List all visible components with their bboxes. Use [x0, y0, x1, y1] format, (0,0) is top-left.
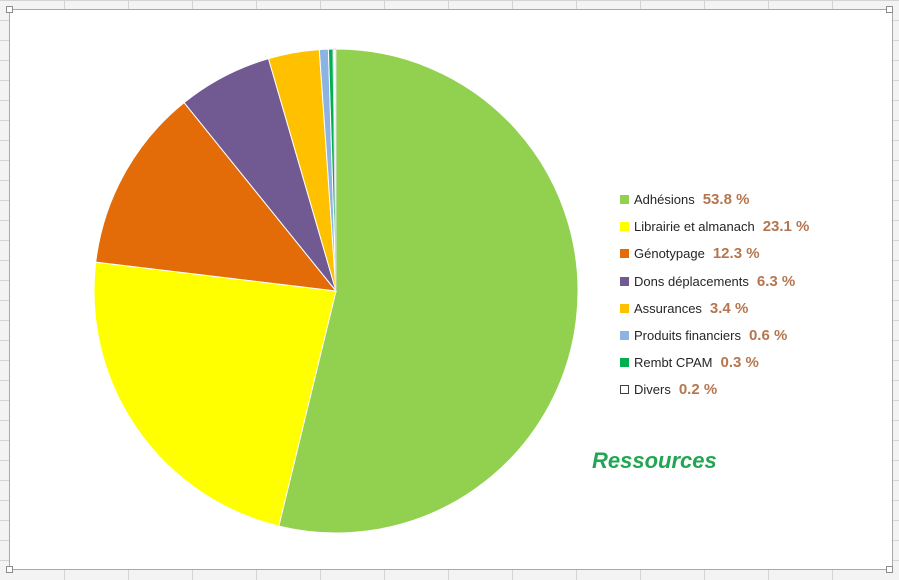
- legend-entry-adhesions[interactable]: Adhésions 53.8 %: [620, 186, 890, 213]
- legend-label: Librairie et almanach: [634, 219, 755, 235]
- legend-swatch: [620, 358, 629, 368]
- legend-value: 53.8 %: [702, 191, 750, 209]
- legend-swatch: [620, 222, 629, 232]
- legend-value: 6.3 %: [756, 272, 796, 290]
- legend-label: Produits financiers: [634, 328, 741, 344]
- resize-handle-top-right[interactable]: [886, 6, 893, 13]
- legend-swatch: [620, 195, 629, 205]
- legend-label: Adhésions: [634, 192, 695, 208]
- legend-swatch: [620, 249, 629, 259]
- chart-title[interactable]: Ressources: [592, 448, 717, 473]
- pie-chart[interactable]: [10, 10, 894, 571]
- legend-value: 0.6 %: [748, 327, 788, 345]
- legend-label: Assurances: [634, 300, 702, 316]
- legend-label: Divers: [634, 382, 671, 398]
- legend-label: Génotypage: [634, 246, 705, 262]
- pie-slice-divers[interactable]: [332, 48, 337, 292]
- legend-swatch: [620, 385, 629, 395]
- legend-entry-genotypage[interactable]: Génotypage 12.3 %: [620, 240, 890, 267]
- legend-swatch: [620, 331, 629, 341]
- legend-label: Dons déplacements: [634, 273, 749, 289]
- legend-swatch: [620, 276, 629, 286]
- legend-value: 12.3 %: [712, 245, 760, 263]
- legend-label: Rembt CPAM: [634, 355, 713, 371]
- pie-slice-adhesions[interactable]: [278, 48, 579, 534]
- legend-entry-dons-deplacements[interactable]: Dons déplacements 6.3 %: [620, 268, 890, 295]
- legend-entry-rembt-cpam[interactable]: Rembt CPAM 0.3 %: [620, 349, 890, 376]
- chart-area[interactable]: Adhésions 53.8 % Librairie et almanach 23.1…: [9, 9, 893, 570]
- resize-handle-bottom-left[interactable]: [6, 566, 13, 573]
- legend-value: 0.2 %: [678, 381, 718, 399]
- legend-entry-assurances[interactable]: Assurances 3.4 %: [620, 295, 890, 322]
- legend-value: 3.4 %: [709, 299, 749, 317]
- resize-handle-top-left[interactable]: [6, 6, 13, 13]
- legend-entry-produits-financiers[interactable]: Produits financiers 0.6 %: [620, 322, 890, 349]
- chart-legend[interactable]: Adhésions 53.8 % Librairie et almanach 23.1…: [620, 186, 890, 404]
- legend-entry-librairie-et-almanach[interactable]: Librairie et almanach 23.1 %: [620, 213, 890, 240]
- pie-slice-genotypage[interactable]: [95, 101, 338, 292]
- legend-entry-divers[interactable]: Divers 0.2 %: [620, 376, 890, 403]
- pie-slice-librairie-et-almanach[interactable]: [93, 261, 337, 527]
- legend-value: 0.3 %: [720, 354, 759, 372]
- resize-handle-bottom-right[interactable]: [886, 566, 893, 573]
- legend-value: 23.1 %: [762, 218, 810, 236]
- legend-swatch: [620, 303, 629, 313]
